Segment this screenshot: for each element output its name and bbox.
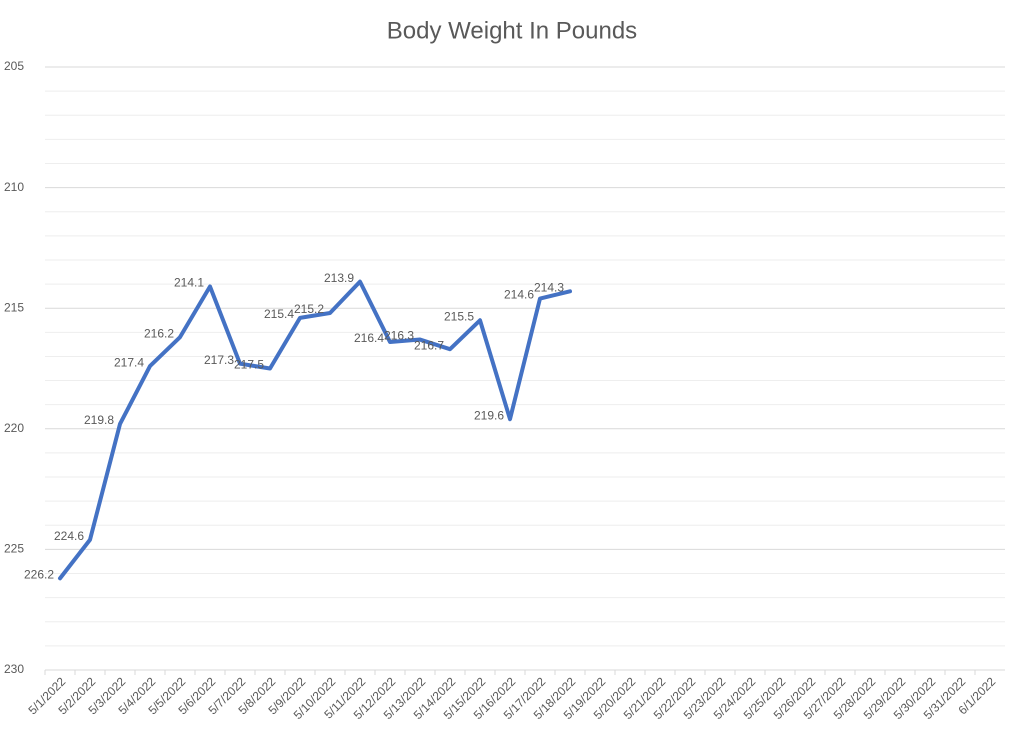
- data-label: 215.5: [444, 309, 474, 323]
- y-tick-label: 220: [4, 421, 24, 435]
- y-tick-label: 210: [4, 180, 24, 194]
- data-label: 216.2: [144, 326, 174, 340]
- data-label: 214.6: [504, 288, 534, 302]
- series-line: [58, 279, 572, 581]
- data-label: 215.2: [294, 302, 324, 316]
- data-label: 213.9: [324, 271, 354, 285]
- y-tick-label: 215: [4, 300, 24, 314]
- data-label: 217.3: [204, 353, 234, 367]
- y-tick-label: 230: [4, 662, 24, 676]
- data-label: 216.3: [384, 329, 414, 343]
- data-label: 214.1: [174, 276, 204, 290]
- data-label: 224.6: [54, 529, 84, 543]
- data-label: 217.4: [114, 355, 144, 369]
- data-label: 216.7: [414, 338, 444, 352]
- data-label: 216.4: [354, 331, 384, 345]
- chart-title: Body Weight In Pounds: [387, 17, 637, 44]
- data-label: 226.2: [24, 568, 54, 582]
- data-label: 219.6: [474, 408, 504, 422]
- data-label: 217.5: [234, 358, 264, 372]
- data-label: 214.3: [534, 280, 564, 294]
- data-label: 219.8: [84, 413, 114, 427]
- data-label: 215.4: [264, 307, 294, 321]
- y-tick-label: 225: [4, 542, 24, 556]
- y-tick-label: 205: [4, 59, 24, 73]
